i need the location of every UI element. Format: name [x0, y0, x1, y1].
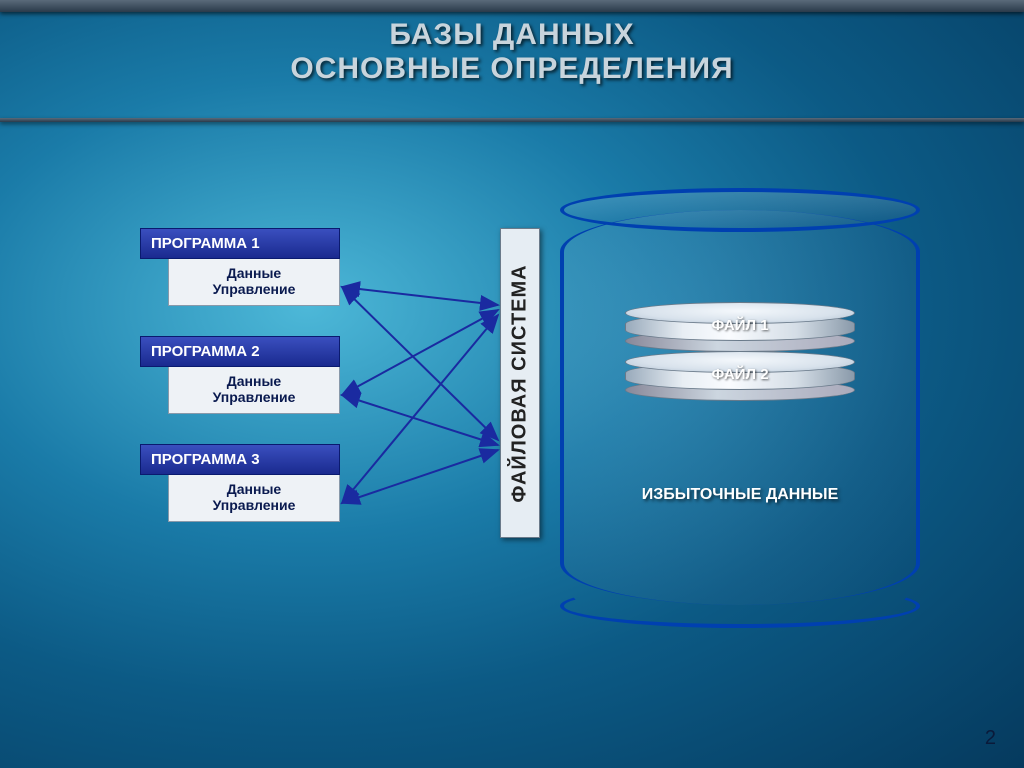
header-bar-top — [0, 0, 1024, 12]
header-bar-bottom — [0, 118, 1024, 122]
vertical-label-filesystem: ФАЙЛОВАЯ СИСТЕМА — [500, 228, 540, 538]
program-header-3: ПРОГРАММА 3 — [140, 444, 340, 475]
redundant-data-label: ИЗБЫТОЧНЫЕ ДАННЫЕ — [560, 486, 920, 504]
program-box-2: ПРОГРАММА 2 Данные Управление — [140, 336, 340, 414]
page-number: 2 — [985, 727, 996, 750]
cylinder-top-ellipse — [560, 188, 920, 232]
cylinder-bottom-ellipse — [560, 584, 920, 628]
title-line-1: БАЗЫ ДАННЫХ — [0, 18, 1024, 52]
program-1-line-2: Управление — [179, 281, 329, 297]
program-header-1: ПРОГРАММА 1 — [140, 228, 340, 259]
database-cylinder: ФАЙЛ 1 ФАЙЛ 2 ИЗБЫТОЧНЫЕ ДАННЫЕ — [560, 188, 920, 628]
program-box-3: ПРОГРАММА 3 Данные Управление — [140, 444, 340, 522]
program-3-line-1: Данные — [179, 481, 329, 497]
file-disk-2-label: ФАЙЛ 2 — [625, 366, 855, 383]
file-disk-2: ФАЙЛ 2 — [625, 362, 855, 390]
file-disk-1-label: ФАЙЛ 1 — [625, 317, 855, 334]
program-2-line-2: Управление — [179, 389, 329, 405]
program-2-line-1: Данные — [179, 373, 329, 389]
slide-title: БАЗЫ ДАННЫХ ОСНОВНЫЕ ОПРЕДЕЛЕНИЯ — [0, 18, 1024, 86]
title-line-2: ОСНОВНЫЕ ОПРЕДЕЛЕНИЯ — [0, 52, 1024, 86]
program-header-2: ПРОГРАММА 2 — [140, 336, 340, 367]
file-disk-1: ФАЙЛ 1 — [625, 313, 855, 341]
program-box-1: ПРОГРАММА 1 Данные Управление — [140, 228, 340, 306]
program-body-3: Данные Управление — [168, 475, 340, 522]
program-1-line-1: Данные — [179, 265, 329, 281]
cylinder-body — [560, 210, 920, 605]
program-3-line-2: Управление — [179, 497, 329, 513]
program-body-2: Данные Управление — [168, 367, 340, 414]
program-body-1: Данные Управление — [168, 259, 340, 306]
vertical-label-text: ФАЙЛОВАЯ СИСТЕМА — [509, 264, 532, 502]
